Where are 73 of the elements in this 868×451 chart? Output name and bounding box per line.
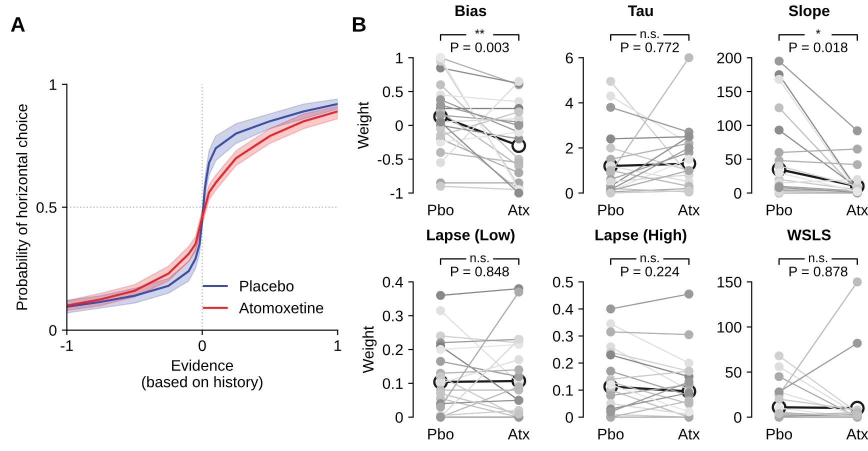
y-tick-label: 0.3 [552,330,573,342]
y-tick-label: 0.4 [382,276,403,288]
x-tick-label: Atx [678,428,700,440]
y-tick-label: 0.1 [382,378,403,390]
text: P = 0.224 [621,266,680,276]
y-tick-label: 150 [718,86,742,98]
x-axis-title: Evidence (based on history) [142,360,262,390]
y-tick-label: 0.5 [552,276,573,288]
y-tick-label: 100 [718,120,742,132]
x-tick-label: Pbo [598,428,624,440]
text: A [10,17,25,32]
x-tick-label: -1 [60,340,73,351]
y-tick-label: -0.5 [378,154,403,165]
x-tick-label: Atx [508,204,530,216]
y-axis-title: Weight [357,102,372,149]
y-tick-label: 0.5 [36,202,56,213]
y-tick-label: 0 [566,412,573,423]
x-tick-label: 1 [334,340,342,351]
y-axis-title: Probability of horizontal choice [16,104,30,310]
y-axis-title: Weight [362,326,377,374]
y-tick-label: 1 [50,79,56,90]
y-tick-label: 200 [717,52,742,64]
x-tick-label: Atx [846,428,868,440]
y-tick-label: 0 [734,412,742,423]
y-tick-label: 0.3 [382,310,403,322]
y-tick-label: 0.2 [382,344,403,356]
text: n.s. [640,31,659,38]
y-tick-label: 0 [396,412,403,423]
text: P = 0.848 [451,266,509,276]
y-tick-label: 0.1 [552,384,573,396]
y-tick-label: 6 [566,52,573,64]
text: n.s. [470,255,489,262]
y-tick-label: 100 [718,322,742,333]
y-tick-label: 0 [49,325,57,336]
text: n.s. [640,255,659,262]
x-tick-label: Atx [508,428,530,440]
x-tick-label: Pbo [766,428,792,440]
y-tick-label: 0 [734,188,742,199]
x-tick-label: 0 [198,340,206,352]
chart-title: Tau [628,6,653,16]
y-tick-label: 0.4 [552,304,574,315]
y-tick-label: 0 [396,120,403,132]
y-tick-label: 150 [718,276,742,288]
text: P = 0.878 [790,266,848,276]
text: P = 0.003 [451,42,509,52]
text: B [352,17,366,32]
y-tick-label: 1 [396,52,403,64]
text: n.s. [808,255,828,262]
legend-label: Atomoxetine [239,302,324,314]
text: * [816,29,820,34]
text: P = 0.018 [790,42,848,52]
y-tick-label: 50 [726,154,742,165]
chart-title: WSLS [787,230,831,240]
y-tick-label: 0.2 [552,358,573,369]
y-tick-label: 50 [726,366,742,378]
x-tick-label: Pbo [428,428,454,440]
text: P = 0.772 [621,42,679,52]
y-tick-label: -1 [390,188,403,199]
x-tick-label: Atx [678,204,700,216]
legend-label: Placebo [240,280,294,292]
chart-title: Lapse (High) [596,229,686,244]
y-tick-label: 0 [566,188,573,199]
text: ** [475,29,484,34]
y-tick-label: 2 [566,142,573,154]
y-tick-label: 4 [565,98,574,108]
x-tick-label: Pbo [766,204,792,216]
chart-title: Lapse (Low) [427,229,514,244]
y-tick-label: 0.5 [382,86,403,98]
x-tick-label: Pbo [428,204,454,216]
x-tick-label: Atx [846,204,868,216]
chart-title: Slope [788,4,830,20]
chart-title: Bias [456,4,486,16]
x-tick-label: Pbo [598,204,624,216]
